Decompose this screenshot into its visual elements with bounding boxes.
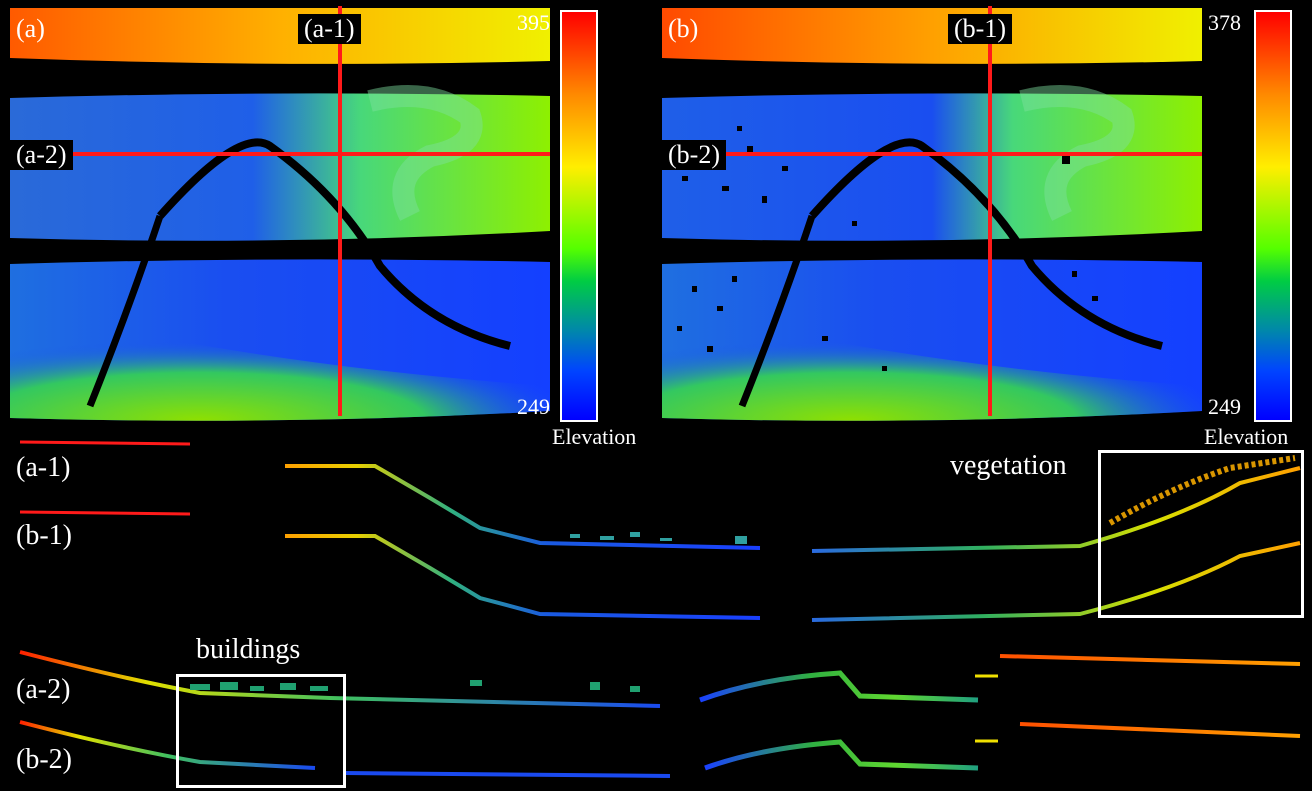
- profile-b2-segment-top: [1019, 722, 1301, 738]
- profile-b2-segment-right: [704, 739, 979, 771]
- colorbar-a-min: 249: [517, 394, 550, 419]
- profile-b1-segment-mid: [285, 534, 761, 620]
- elevation-map-b: (b) (b-1) (b-2): [662, 6, 1202, 426]
- panel-a-label: (a): [16, 14, 45, 43]
- cut-a2-label: (a-2): [10, 140, 73, 170]
- profile-label-a1: (a-1): [16, 452, 71, 483]
- colorbar-b-title: Elevation: [1204, 424, 1289, 449]
- profile-b2-segment-left: [19, 720, 316, 770]
- vegetation-annotation: vegetation: [950, 450, 1067, 481]
- panel-b-label: (b): [668, 14, 699, 43]
- profile-a2-segment-left: [19, 650, 661, 708]
- elevation-map-a-graphic: [10, 6, 550, 426]
- buildings-annotation: buildings: [196, 634, 301, 665]
- vegetation-highlight-box: [1098, 450, 1304, 618]
- profile-b1-segment-left: [19, 510, 191, 516]
- profiles-graphic: [19, 440, 1301, 778]
- colorbar-a-title: Elevation: [552, 424, 637, 449]
- profile-a2-building-points: [190, 680, 640, 692]
- profile-a2-segment-top: [999, 654, 1301, 666]
- colorbar-b: [1254, 10, 1292, 422]
- profile-a2-segment-right: [699, 670, 979, 703]
- colorbar-b-max: 378: [1208, 10, 1241, 35]
- elevation-map-b-graphic: [662, 6, 1202, 426]
- profile-a1-segment-mid: [285, 464, 761, 550]
- colorbar-b-min: 249: [1208, 394, 1241, 419]
- cut-b1-label: (b-1): [948, 14, 1012, 44]
- cut-a1-label: (a-1): [298, 14, 361, 44]
- profile-a1-canopy: [1108, 455, 1296, 526]
- profile-a1-vegetation-points: [570, 532, 747, 544]
- profile-a1-segment-right: [811, 466, 1301, 553]
- profile-a1-segment-left: [19, 440, 191, 446]
- buildings-highlight-box: [176, 674, 346, 788]
- profile-b1-segment-right: [811, 541, 1301, 622]
- profile-label-b1: (b-1): [16, 520, 72, 551]
- profile-label-b2: (b-2): [16, 744, 72, 775]
- colorbar-a: [560, 10, 598, 422]
- profile-label-a2: (a-2): [16, 674, 71, 705]
- cut-b2-label: (b-2): [662, 140, 726, 170]
- profile-b2-segment-mid: [344, 771, 671, 778]
- elevation-map-a: (a) (a-1) (a-2): [10, 6, 550, 426]
- colorbar-a-max: 395: [517, 10, 550, 35]
- building-holes: [677, 126, 1098, 371]
